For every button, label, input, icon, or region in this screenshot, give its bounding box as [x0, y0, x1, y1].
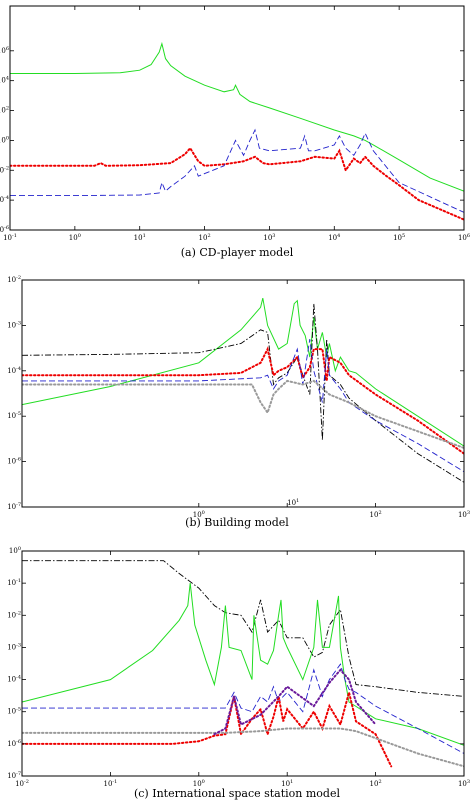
- chart-cd-player: 10-1 100 101 102 103 104 105 106 10-6 10-4 10-2 100…: [0, 5, 470, 259]
- series-green-solid: [22, 583, 464, 746]
- series-red-dotted: [22, 346, 464, 455]
- y-tick-label: 10-1: [7, 578, 21, 587]
- x-tick-label: 103: [458, 510, 470, 519]
- series-red-dotted: [22, 692, 393, 768]
- x-tick-label: 103: [263, 233, 275, 242]
- y-tick-label: 10-6: [0, 225, 9, 234]
- y-tick-label: 10-6: [7, 739, 21, 748]
- x-tick-label: 103: [458, 779, 470, 788]
- y-tick-label: 10-4: [7, 366, 21, 375]
- y-tick-label: 10-5: [7, 707, 21, 716]
- x-tick-label: 102: [370, 779, 382, 788]
- caption: (b) Building model: [185, 516, 289, 529]
- plot-frame: [21, 279, 465, 508]
- caption: (a) CD-player model: [181, 246, 294, 259]
- x-tick-label: 101: [287, 498, 299, 507]
- series-black-dashdot: [22, 303, 464, 483]
- y-tick-label: 104: [0, 76, 9, 85]
- x-tick-label: 101: [281, 779, 293, 788]
- y-tick-label: 10-3: [7, 320, 21, 329]
- chart-building: 100 102 103 101 10-7 10-6 10-5 10-4 10-3 10-2 (b)…: [7, 275, 470, 529]
- series-black-dashdot: [22, 560, 464, 697]
- x-tick-label: 10-1: [3, 233, 17, 242]
- series-gray-dotted: [22, 727, 464, 768]
- series-purple-dotted: [213, 668, 377, 736]
- y-tick-label: 10-3: [7, 642, 21, 651]
- series-blue-dashed: [10, 128, 464, 213]
- series-green-solid: [10, 41, 464, 192]
- caption: (c) International space station model: [134, 787, 341, 800]
- y-tick-label: 100: [0, 135, 9, 144]
- x-tick-label: 104: [328, 233, 340, 242]
- plot-frame: [9, 5, 465, 231]
- x-tick-label: 102: [370, 510, 382, 519]
- series-blue-dashed: [22, 339, 464, 473]
- y-tick-label: 10-2: [0, 165, 9, 174]
- y-tick-label: 10-6: [7, 457, 21, 466]
- x-tick-label: 106: [458, 233, 470, 242]
- y-tick-label: 10-2: [7, 610, 21, 619]
- y-tick-label: 10-2: [7, 275, 21, 284]
- series-red-dotted: [10, 146, 464, 221]
- x-tick-label: 100: [69, 233, 81, 242]
- y-tick-label: 10-5: [7, 411, 21, 420]
- plot-frame: [21, 550, 465, 777]
- y-tick-label: 10-7: [7, 771, 21, 780]
- x-tick-label: 10-1: [104, 779, 118, 788]
- y-tick-label: 10-4: [7, 675, 21, 684]
- x-tick-label: 100: [193, 510, 205, 519]
- series-gray-dotted: [22, 379, 464, 449]
- x-tick-label: 105: [393, 233, 405, 242]
- x-tick-label: 10-2: [15, 779, 29, 788]
- y-tick-label: 10-4: [0, 195, 9, 204]
- y-tick-label: 102: [0, 106, 9, 115]
- chart-space-station: 10-2 10-1 100 101 102 103 10-7 10-6 10-5 10-4 10-3…: [7, 546, 470, 800]
- x-tick-label: 102: [199, 233, 211, 242]
- x-tick-label: 101: [134, 233, 146, 242]
- x-tick-label: 100: [193, 779, 205, 788]
- series-blue-dashed: [22, 663, 464, 754]
- series-green-solid: [22, 297, 464, 447]
- y-tick-label: 100: [9, 546, 21, 555]
- y-tick-label: 10-7: [7, 502, 21, 511]
- y-tick-label: 106: [0, 46, 9, 55]
